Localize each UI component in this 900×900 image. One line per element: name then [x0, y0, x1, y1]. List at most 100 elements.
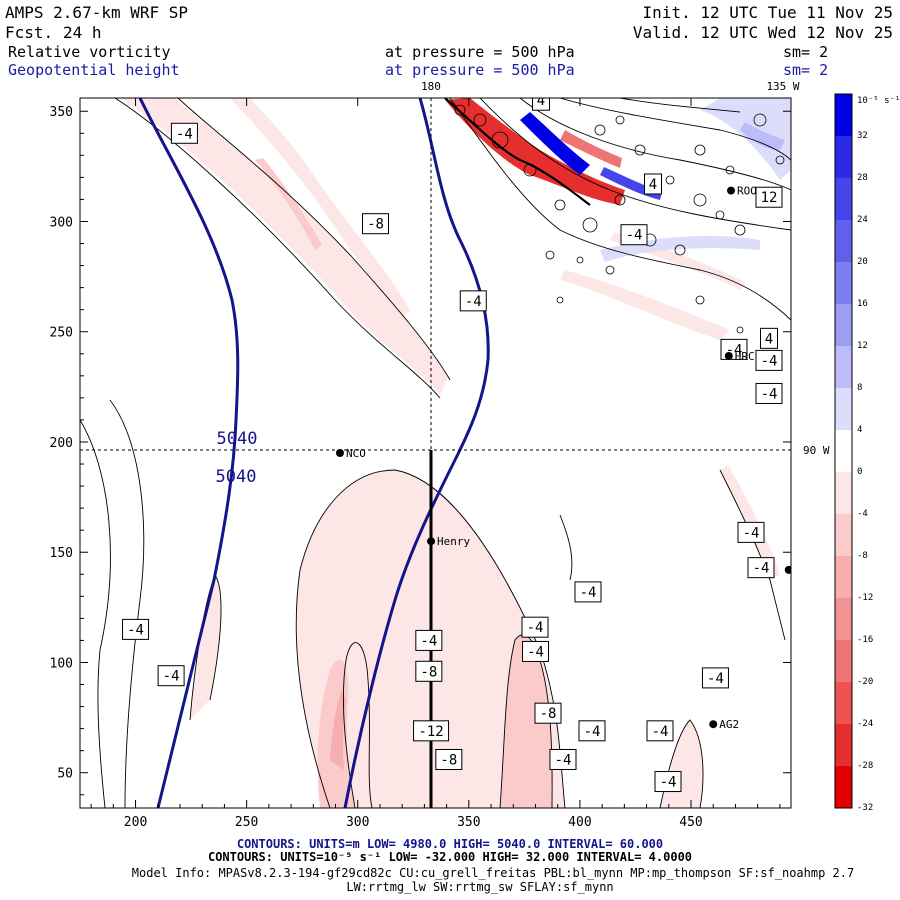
contour-label-box: [459, 290, 487, 312]
colorbar-swatch: [835, 682, 852, 724]
y-tick-label: 250: [50, 326, 73, 341]
contour-label-text: -4: [743, 525, 760, 541]
footer-model-info: Model Info: MPASv8.2.3-194-gf29cd82c CU:…: [132, 866, 854, 880]
contour-label-box: [760, 327, 778, 349]
contour-label-text: -4: [555, 752, 572, 768]
contour-label-text: -4: [626, 228, 643, 244]
forecast-label: Fcst.: [5, 23, 53, 42]
contour-label: 4: [644, 173, 662, 195]
contour-label-text: -4: [761, 386, 778, 402]
colorbar-tick-label: -32: [857, 803, 873, 813]
contour-label: -4: [646, 720, 674, 742]
contour-label-box: [549, 748, 577, 770]
contour-label-box: [122, 618, 150, 640]
colorbar-swatch: [835, 304, 852, 346]
contour-label: -4: [701, 667, 729, 689]
x-tick-label: 350: [457, 815, 480, 830]
contour-label-text: -4: [176, 126, 193, 142]
contour-label-text: -4: [707, 671, 724, 687]
contour-label: 4: [760, 327, 778, 349]
station-label: NCO: [346, 447, 366, 460]
contour-label-box: [415, 629, 443, 651]
contour-label: -4: [415, 629, 443, 651]
contour-label-box: [747, 557, 775, 579]
contour-label-box: [415, 660, 443, 682]
contour-label-text: -4: [527, 644, 544, 660]
contour-label-text: -4: [753, 561, 770, 577]
contour-label: 4: [532, 98, 550, 111]
colorbar-tick-label: -8: [857, 551, 868, 561]
colorbar-frame: [834, 93, 853, 809]
station-marker: [709, 720, 718, 729]
contour-label: -4: [122, 618, 150, 640]
height-label-upper: 5040: [217, 429, 258, 449]
x-tick-label: 250: [235, 815, 258, 830]
contour-label: -4: [578, 720, 606, 742]
contour-label-box: [532, 98, 550, 111]
colorbar-tick-label: -28: [857, 761, 873, 771]
contour-label: -8: [415, 660, 443, 682]
contour-label-box: [755, 186, 783, 208]
field1-name: Relative vorticity: [8, 43, 171, 61]
contour-label-text: -4: [127, 622, 144, 638]
y-tick-label: 200: [50, 436, 73, 451]
contour-label-box: [737, 521, 765, 543]
contour-label-text: 4: [765, 331, 773, 347]
contour-label-box: [755, 382, 783, 404]
station-marker: [727, 186, 736, 195]
contour-label-box: [620, 224, 648, 246]
colorbar-tick-label: 20: [857, 257, 868, 267]
colorbar-tick-label: 8: [857, 383, 862, 393]
contour-label-text: -4: [420, 633, 437, 649]
contour-label-text: -4: [761, 353, 778, 369]
init-time: Init. 12 UTC Tue 11 Nov 25: [643, 3, 893, 22]
station-markers: NCO Henry AG2 ROO HRC: [335, 185, 791, 731]
y-tick-label: 50: [57, 767, 73, 782]
contour-label-box: [521, 640, 549, 662]
contour-label-box: [578, 720, 606, 742]
contour-label-text: 12: [761, 190, 778, 206]
contour-label: -4: [521, 640, 549, 662]
contour-label: -4: [620, 224, 648, 246]
contour-label: -4: [737, 521, 765, 543]
station-marker: [335, 449, 344, 457]
colorbar-tick-label: 32: [857, 131, 868, 141]
plot-frame: [79, 97, 792, 809]
height-label-lower: 5040: [216, 467, 257, 487]
axes: 200 250 300 350 400 450 50 100 150 200 250 300 350: [50, 98, 791, 830]
station-label: Henry: [437, 535, 470, 548]
contour-label: -4: [755, 349, 783, 371]
colorbar-tick-label: -12: [857, 593, 873, 603]
contour-label: -8: [534, 702, 562, 724]
contour-label: -4: [549, 748, 577, 770]
contour-label-box: [413, 720, 450, 742]
station-label: ROO: [737, 185, 757, 198]
contour-label-text: -4: [580, 585, 597, 601]
contour-label: -12: [413, 720, 450, 742]
field1-pressure: at pressure = 500 hPa: [385, 43, 575, 61]
field2-pressure: at pressure = 500 hPa: [385, 61, 575, 79]
colorbar-tick-label: -16: [857, 635, 873, 645]
contour-label-text: -4: [660, 775, 677, 791]
contour-label-box: [646, 720, 674, 742]
contour-label: 12: [755, 186, 783, 208]
colorbar-swatch: [835, 724, 852, 766]
x-tick-label: 200: [124, 815, 147, 830]
contour-label-box: [362, 213, 390, 235]
colorbar-tick-label: 12: [857, 341, 868, 351]
colorbar-swatch: [835, 640, 852, 682]
contour-label-text: -8: [420, 664, 437, 680]
forecast-hours: 24 h: [63, 23, 102, 42]
contour-label-text: -12: [418, 724, 443, 740]
station-marker: [427, 537, 436, 546]
field2-name: Geopotential height: [8, 61, 180, 79]
contour-label: -4: [747, 557, 775, 579]
contour-label: -4: [157, 665, 185, 687]
colorbar-swatch: [835, 178, 852, 220]
footer-physics-info: LW:rrtmg_lw SW:rrtmg_sw SFLAY:sf_mynn: [346, 880, 613, 894]
contour-label-box: [701, 667, 729, 689]
contour-label-text: -4: [527, 620, 544, 636]
x-tick-label: 400: [568, 815, 591, 830]
contour-label-text: -4: [163, 669, 180, 685]
colorbar-swatch: [835, 556, 852, 598]
